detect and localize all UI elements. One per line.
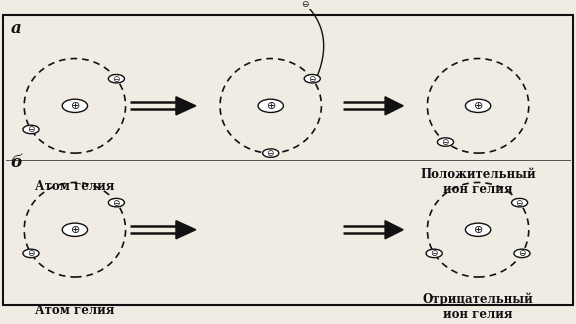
Circle shape	[263, 149, 279, 157]
Circle shape	[511, 198, 528, 207]
Text: Положительный
ион гелия: Положительный ион гелия	[420, 168, 536, 196]
Circle shape	[465, 223, 491, 237]
Circle shape	[62, 223, 88, 237]
Text: $\ominus$: $\ominus$	[441, 137, 450, 147]
Text: $\ominus$: $\ominus$	[266, 148, 275, 158]
Text: б: б	[10, 154, 22, 171]
Circle shape	[23, 125, 39, 134]
Text: $\ominus$: $\ominus$	[301, 0, 310, 9]
Circle shape	[23, 249, 39, 258]
Text: Атом гелия: Атом гелия	[35, 180, 115, 193]
Polygon shape	[176, 221, 196, 239]
Circle shape	[514, 249, 530, 258]
Text: $\ominus$: $\ominus$	[308, 74, 317, 84]
Circle shape	[297, 0, 313, 8]
Circle shape	[258, 99, 283, 112]
Circle shape	[437, 138, 453, 146]
Text: Отрицательный
ион гелия: Отрицательный ион гелия	[423, 292, 533, 321]
Text: $\ominus$: $\ominus$	[430, 249, 438, 259]
Text: $\ominus$: $\ominus$	[112, 198, 121, 208]
Circle shape	[108, 198, 124, 207]
Polygon shape	[385, 97, 403, 115]
Circle shape	[465, 99, 491, 112]
Text: $\oplus$: $\oplus$	[473, 100, 483, 111]
Text: $\ominus$: $\ominus$	[26, 124, 35, 134]
Text: $\oplus$: $\oplus$	[473, 224, 483, 235]
Text: Атом гелия: Атом гелия	[35, 304, 115, 317]
Circle shape	[426, 249, 442, 258]
Polygon shape	[176, 97, 196, 115]
Text: $\oplus$: $\oplus$	[70, 224, 80, 235]
FancyBboxPatch shape	[3, 15, 573, 305]
Text: $\oplus$: $\oplus$	[266, 100, 276, 111]
Text: $\ominus$: $\ominus$	[515, 198, 524, 208]
Circle shape	[62, 99, 88, 112]
Polygon shape	[385, 221, 403, 239]
Text: $\ominus$: $\ominus$	[112, 74, 121, 84]
Text: а: а	[10, 20, 21, 37]
Text: $\oplus$: $\oplus$	[70, 100, 80, 111]
Text: $\ominus$: $\ominus$	[26, 249, 35, 259]
Text: $\ominus$: $\ominus$	[518, 249, 526, 259]
Circle shape	[108, 75, 124, 83]
Circle shape	[304, 75, 320, 83]
